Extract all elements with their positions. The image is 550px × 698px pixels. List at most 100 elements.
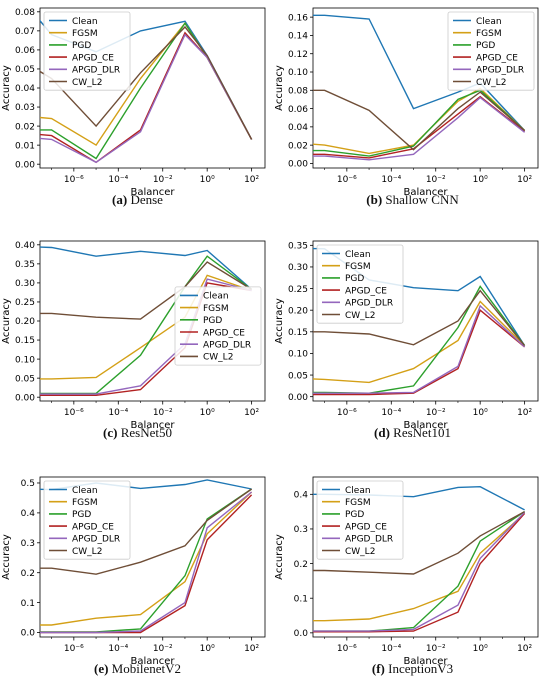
series-line-fgsm [313,512,526,622]
x-tick-label: 10⁻⁶ [337,408,357,418]
legend-entry: PGD [203,316,222,326]
legend: Clean FGSM PGD APGD_CE APGD_DLR CW_L2 [316,480,404,560]
chart-panel-1: 0.00 0.01 0.02 0.03 0.04 0.05 0.06 0.07 0.08 10⁻⁶… [1,7,266,198]
legend-entry: FGSM [72,29,98,39]
x-tick-label: 10² [244,408,259,418]
y-tick-label: 0.4 [21,509,36,519]
x-tick-label: 10⁻² [426,644,446,654]
legend-box [316,480,404,560]
y-tick-label: 0.05 [15,374,35,384]
caption-letter: (a) [112,192,128,207]
series-line-pgd [313,285,526,394]
y-tick-label: 0.00 [288,393,308,403]
caption-letter: (e) [93,661,109,676]
legend-entry: CW_L2 [345,547,375,557]
x-tick-label: 10⁰ [473,175,488,185]
panel-caption: (b) Shallow CNN [275,192,550,208]
legend-entry: Clean [72,17,98,27]
y-tick-label: 0.04 [288,123,308,133]
series-line-cw-l2 [40,488,253,575]
x-axis-label: Balancer [404,656,449,667]
y-tick-label: 0.02 [15,122,35,132]
legend-entry: APGD_CE [72,522,114,532]
y-tick-label: 0.05 [288,371,308,381]
series-line-apgd-ce [313,309,526,396]
legend-entry: PGD [72,510,91,520]
y-tick-label: 0.12 [288,50,308,60]
y-tick-label: 0.08 [15,8,35,18]
y-tick-label: 0.06 [288,105,308,115]
legend-entry: APGD_DLR [345,299,393,309]
caption-letter: (d) [374,425,390,440]
legend: Clean FGSM PGD APGD_CE APGD_DLR CW_L2 [316,244,404,324]
legend-entry: Clean [203,292,229,302]
y-tick-label: 0.16 [288,13,308,23]
x-tick-label: 10⁻² [426,175,446,185]
x-tick-label: 10⁻⁶ [64,175,84,185]
y-tick-label: 0.2 [294,560,308,570]
caption-title: InceptionV3 [384,661,454,676]
legend: Clean FGSM PGD APGD_CE APGD_DLR CW_L2 [447,11,535,91]
chart-panel-2: 0.00 0.02 0.04 0.06 0.08 0.10 0.12 0.14 0.16 10⁻⁶… [274,7,539,198]
legend-entry: APGD_DLR [345,535,393,545]
y-axis-label: Accuracy [1,65,12,111]
y-axis-label: Accuracy [274,65,285,111]
caption-title: ResNet101 [389,425,451,440]
legend-box [43,480,131,560]
y-tick-label: 0.3 [21,539,35,549]
legend-box [316,244,404,324]
series-line-cw-l2 [313,510,525,575]
y-axis-label: Accuracy [274,298,285,344]
series-line-fgsm [313,300,526,384]
y-tick-label: 0.0 [294,629,309,639]
caption-title: ResNet50 [117,425,172,440]
legend-entry: PGD [476,41,495,51]
y-tick-label: 0.15 [288,328,308,338]
y-tick-label: 0.4 [294,491,309,501]
legend-entry: APGD_DLR [72,66,120,76]
x-tick-label: 10⁻² [153,408,173,418]
legend-entry: APGD_DLR [203,341,251,351]
panel-caption: (c) ResNet50 [0,425,275,441]
x-tick-label: 10⁰ [200,175,215,185]
y-tick-label: 0.10 [15,355,35,365]
legend-box [43,11,131,91]
chart-panel-4: 0.00 0.05 0.10 0.15 0.20 0.25 0.30 0.35 10⁻⁶ 10⁻⁴… [274,240,539,431]
y-axis-label: Accuracy [1,534,12,580]
legend-entry: FGSM [345,262,371,272]
legend-entry: APGD_CE [203,328,245,338]
x-tick-label: 10⁻⁶ [337,644,357,654]
y-tick-label: 0.2 [21,569,35,579]
legend: Clean FGSM PGD APGD_CE APGD_DLR CW_L2 [43,11,131,91]
chart-panel-3: 0.00 0.05 0.10 0.15 0.20 0.25 0.30 0.35 0.40 10⁻⁶… [1,240,266,431]
y-tick-label: 0.05 [15,65,35,75]
legend-entry: FGSM [345,498,371,508]
y-tick-label: 0.0 [21,629,36,639]
y-tick-label: 0.00 [288,160,308,170]
x-tick-label: 10² [244,175,259,185]
y-tick-label: 0.1 [21,599,35,609]
y-tick-label: 0.20 [15,317,35,327]
series-line-apgd-dlr [313,96,526,161]
series-line-fgsm [40,491,253,626]
series-line-cw-l2 [313,89,526,151]
panel-caption: (d) ResNet101 [275,425,550,441]
y-tick-label: 0.14 [288,32,308,42]
caption-title: Shallow CNN [382,192,459,207]
series-line-apgd-dlr [40,491,253,634]
y-tick-label: 0.15 [15,336,35,346]
x-tick-label: 10⁻⁴ [108,175,128,185]
x-tick-label: 10² [517,644,532,654]
y-axis-label: Accuracy [1,298,12,344]
y-tick-label: 0.30 [15,279,35,289]
legend-box [174,286,262,366]
x-axis-label: Balancer [131,420,176,431]
x-tick-label: 10⁻⁶ [64,644,84,654]
x-axis-label: Balancer [404,187,449,198]
caption-title: Dense [127,192,163,207]
x-tick-label: 10⁻⁶ [64,408,84,418]
x-tick-label: 10⁰ [200,408,215,418]
x-tick-label: 10⁻⁶ [337,175,357,185]
legend-box [447,11,535,91]
legend-entry: Clean [476,17,502,27]
